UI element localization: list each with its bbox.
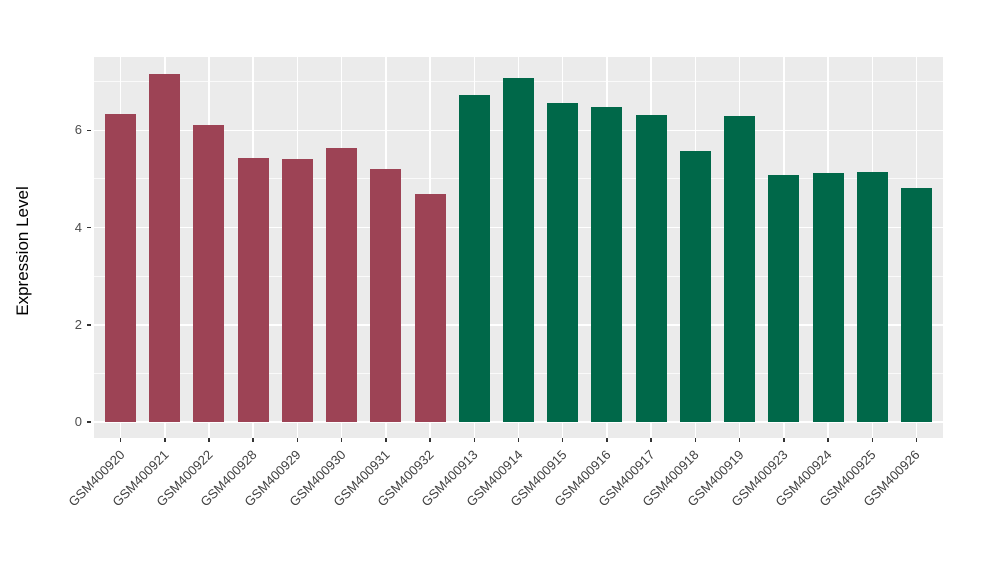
bar-GSM400916 [591,107,623,422]
x-tick-mark-GSM400931 [385,438,387,442]
bar-GSM400917 [635,114,667,422]
y-tick-mark-2 [87,324,91,326]
bar-GSM400918 [679,150,711,422]
bar-GSM400932 [414,193,446,422]
y-tick-mark-0 [87,421,91,423]
x-tick-mark-GSM400930 [340,438,343,442]
bar-GSM400926 [900,188,932,422]
x-tick-mark-GSM400919 [738,438,741,442]
y-tick-label-6: 6 [74,122,82,138]
bar-GSM400923 [768,175,800,422]
x-tick-mark-GSM400928 [252,438,254,442]
x-tick-mark-GSM400922 [208,438,210,442]
bar-GSM400925 [856,172,888,422]
plot-panel [94,57,943,438]
bar-GSM400919 [724,115,756,422]
x-tick-mark-GSM400924 [827,438,829,442]
x-tick-mark-GSM400926 [915,438,918,442]
x-tick-mark-GSM400913 [473,438,476,442]
y-tick-label-4: 4 [74,219,82,235]
x-tick-mark-GSM400923 [783,438,785,442]
bar-GSM400931 [370,168,402,422]
x-tick-mark-GSM400918 [694,438,697,442]
y-tick-label-0: 0 [74,413,82,429]
bar-GSM400921 [149,74,181,422]
bar-GSM400913 [458,95,490,422]
x-tick-mark-GSM400929 [296,438,299,442]
bar-GSM400924 [812,173,844,422]
bar-GSM400915 [547,102,579,422]
bar-GSM400914 [503,78,534,422]
bar-GSM400929 [281,158,313,422]
y-tick-mark-6 [87,129,91,132]
bar-GSM400930 [326,147,358,422]
y-axis-title: Expression Level [13,186,32,316]
y-tick-mark-4 [87,226,91,229]
x-tick-mark-GSM400925 [871,438,873,442]
x-tick-mark-GSM400921 [164,438,166,442]
y-tick-label-2: 2 [74,316,82,332]
bar-GSM400922 [193,124,225,422]
bar-GSM400920 [105,114,136,422]
x-tick-mark-GSM400915 [561,438,564,442]
x-tick-mark-GSM400917 [650,438,652,442]
x-tick-mark-GSM400916 [606,438,608,442]
bar-GSM400928 [237,157,269,422]
x-tick-mark-GSM400920 [119,438,122,442]
x-tick-mark-GSM400914 [517,438,520,442]
x-tick-mark-GSM400932 [429,438,431,442]
